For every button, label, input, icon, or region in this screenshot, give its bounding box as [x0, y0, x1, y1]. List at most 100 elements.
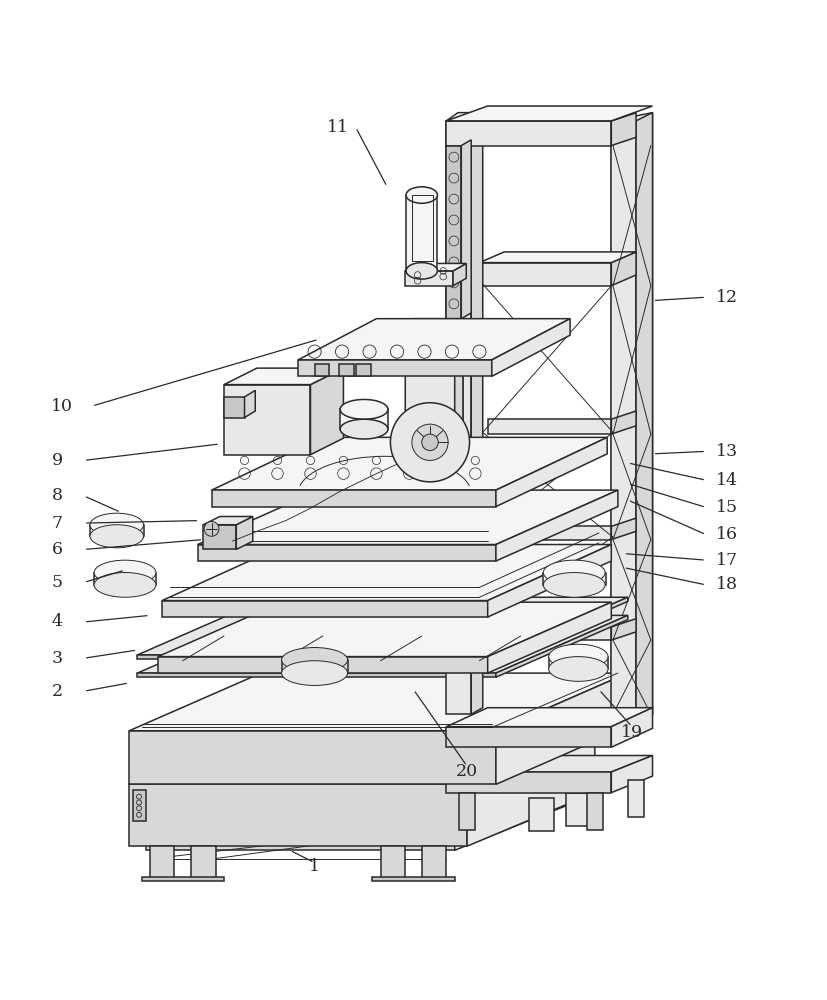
Text: 8: 8 — [52, 487, 63, 504]
Ellipse shape — [90, 525, 144, 548]
Polygon shape — [141, 877, 224, 881]
Text: 17: 17 — [715, 552, 738, 569]
Polygon shape — [191, 846, 216, 879]
Polygon shape — [405, 263, 466, 271]
Polygon shape — [380, 846, 405, 879]
Text: 2: 2 — [52, 683, 63, 700]
Polygon shape — [467, 731, 595, 846]
Polygon shape — [488, 526, 611, 540]
Polygon shape — [548, 657, 608, 669]
Polygon shape — [298, 360, 492, 376]
Circle shape — [390, 403, 470, 482]
Polygon shape — [372, 877, 455, 881]
Polygon shape — [611, 252, 636, 286]
Polygon shape — [611, 619, 636, 640]
Polygon shape — [198, 490, 618, 545]
Text: 12: 12 — [715, 289, 738, 306]
Text: 11: 11 — [327, 119, 349, 136]
Ellipse shape — [282, 648, 347, 672]
Text: 19: 19 — [621, 724, 643, 741]
Text: 15: 15 — [715, 499, 738, 516]
Polygon shape — [447, 114, 483, 121]
Text: 6: 6 — [52, 541, 63, 558]
Polygon shape — [447, 106, 653, 121]
Polygon shape — [224, 368, 343, 385]
Polygon shape — [150, 846, 174, 879]
Polygon shape — [447, 121, 611, 146]
Polygon shape — [137, 597, 628, 655]
Polygon shape — [488, 602, 611, 673]
Ellipse shape — [543, 573, 605, 597]
Ellipse shape — [406, 187, 437, 203]
Polygon shape — [212, 437, 607, 490]
Ellipse shape — [94, 560, 156, 585]
Polygon shape — [455, 784, 578, 850]
Polygon shape — [611, 113, 653, 723]
Polygon shape — [611, 113, 636, 146]
Polygon shape — [611, 121, 636, 723]
Circle shape — [422, 434, 438, 451]
Polygon shape — [310, 368, 343, 455]
Polygon shape — [298, 319, 570, 360]
Polygon shape — [461, 140, 471, 319]
Polygon shape — [405, 319, 463, 437]
Text: 4: 4 — [52, 613, 63, 630]
Ellipse shape — [543, 560, 605, 585]
Polygon shape — [611, 518, 636, 540]
Polygon shape — [203, 516, 253, 525]
Polygon shape — [146, 784, 578, 834]
Polygon shape — [459, 793, 476, 830]
Polygon shape — [496, 597, 628, 659]
Polygon shape — [496, 490, 618, 561]
Polygon shape — [496, 437, 607, 507]
Polygon shape — [137, 673, 496, 677]
Text: 13: 13 — [715, 443, 738, 460]
Polygon shape — [129, 731, 595, 784]
Polygon shape — [636, 113, 653, 723]
Polygon shape — [586, 793, 603, 830]
Polygon shape — [137, 615, 628, 673]
Polygon shape — [447, 756, 653, 772]
Ellipse shape — [90, 513, 144, 536]
Circle shape — [412, 424, 448, 460]
Polygon shape — [129, 731, 496, 784]
Polygon shape — [129, 673, 628, 731]
Polygon shape — [129, 784, 467, 846]
Polygon shape — [158, 602, 611, 657]
Polygon shape — [198, 545, 496, 561]
Polygon shape — [405, 271, 453, 286]
Polygon shape — [496, 673, 628, 784]
Polygon shape — [480, 263, 611, 286]
Text: 14: 14 — [715, 472, 738, 489]
Text: 1: 1 — [309, 858, 320, 875]
Polygon shape — [492, 319, 570, 376]
Text: 10: 10 — [50, 398, 73, 415]
Polygon shape — [93, 573, 156, 585]
Polygon shape — [137, 655, 496, 659]
Text: 5: 5 — [52, 574, 63, 591]
Polygon shape — [447, 113, 636, 121]
Polygon shape — [212, 490, 496, 507]
Polygon shape — [611, 411, 636, 434]
Polygon shape — [488, 419, 611, 434]
Polygon shape — [447, 146, 461, 319]
Polygon shape — [282, 660, 347, 673]
Ellipse shape — [548, 644, 608, 669]
Ellipse shape — [406, 263, 437, 279]
Polygon shape — [203, 525, 237, 549]
Polygon shape — [453, 263, 466, 286]
Polygon shape — [471, 114, 483, 714]
Text: 16: 16 — [715, 526, 738, 543]
Text: 7: 7 — [52, 515, 63, 532]
Text: 20: 20 — [456, 763, 478, 780]
Polygon shape — [455, 319, 463, 437]
Polygon shape — [611, 708, 653, 747]
Polygon shape — [447, 121, 471, 714]
Ellipse shape — [204, 521, 219, 536]
Polygon shape — [488, 545, 611, 617]
Polygon shape — [237, 516, 253, 549]
Polygon shape — [529, 798, 553, 831]
Polygon shape — [628, 780, 644, 817]
Text: 18: 18 — [715, 576, 738, 593]
Polygon shape — [339, 364, 354, 376]
